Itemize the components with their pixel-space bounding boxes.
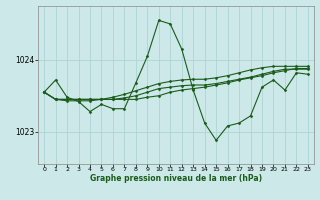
X-axis label: Graphe pression niveau de la mer (hPa): Graphe pression niveau de la mer (hPa)	[90, 174, 262, 183]
